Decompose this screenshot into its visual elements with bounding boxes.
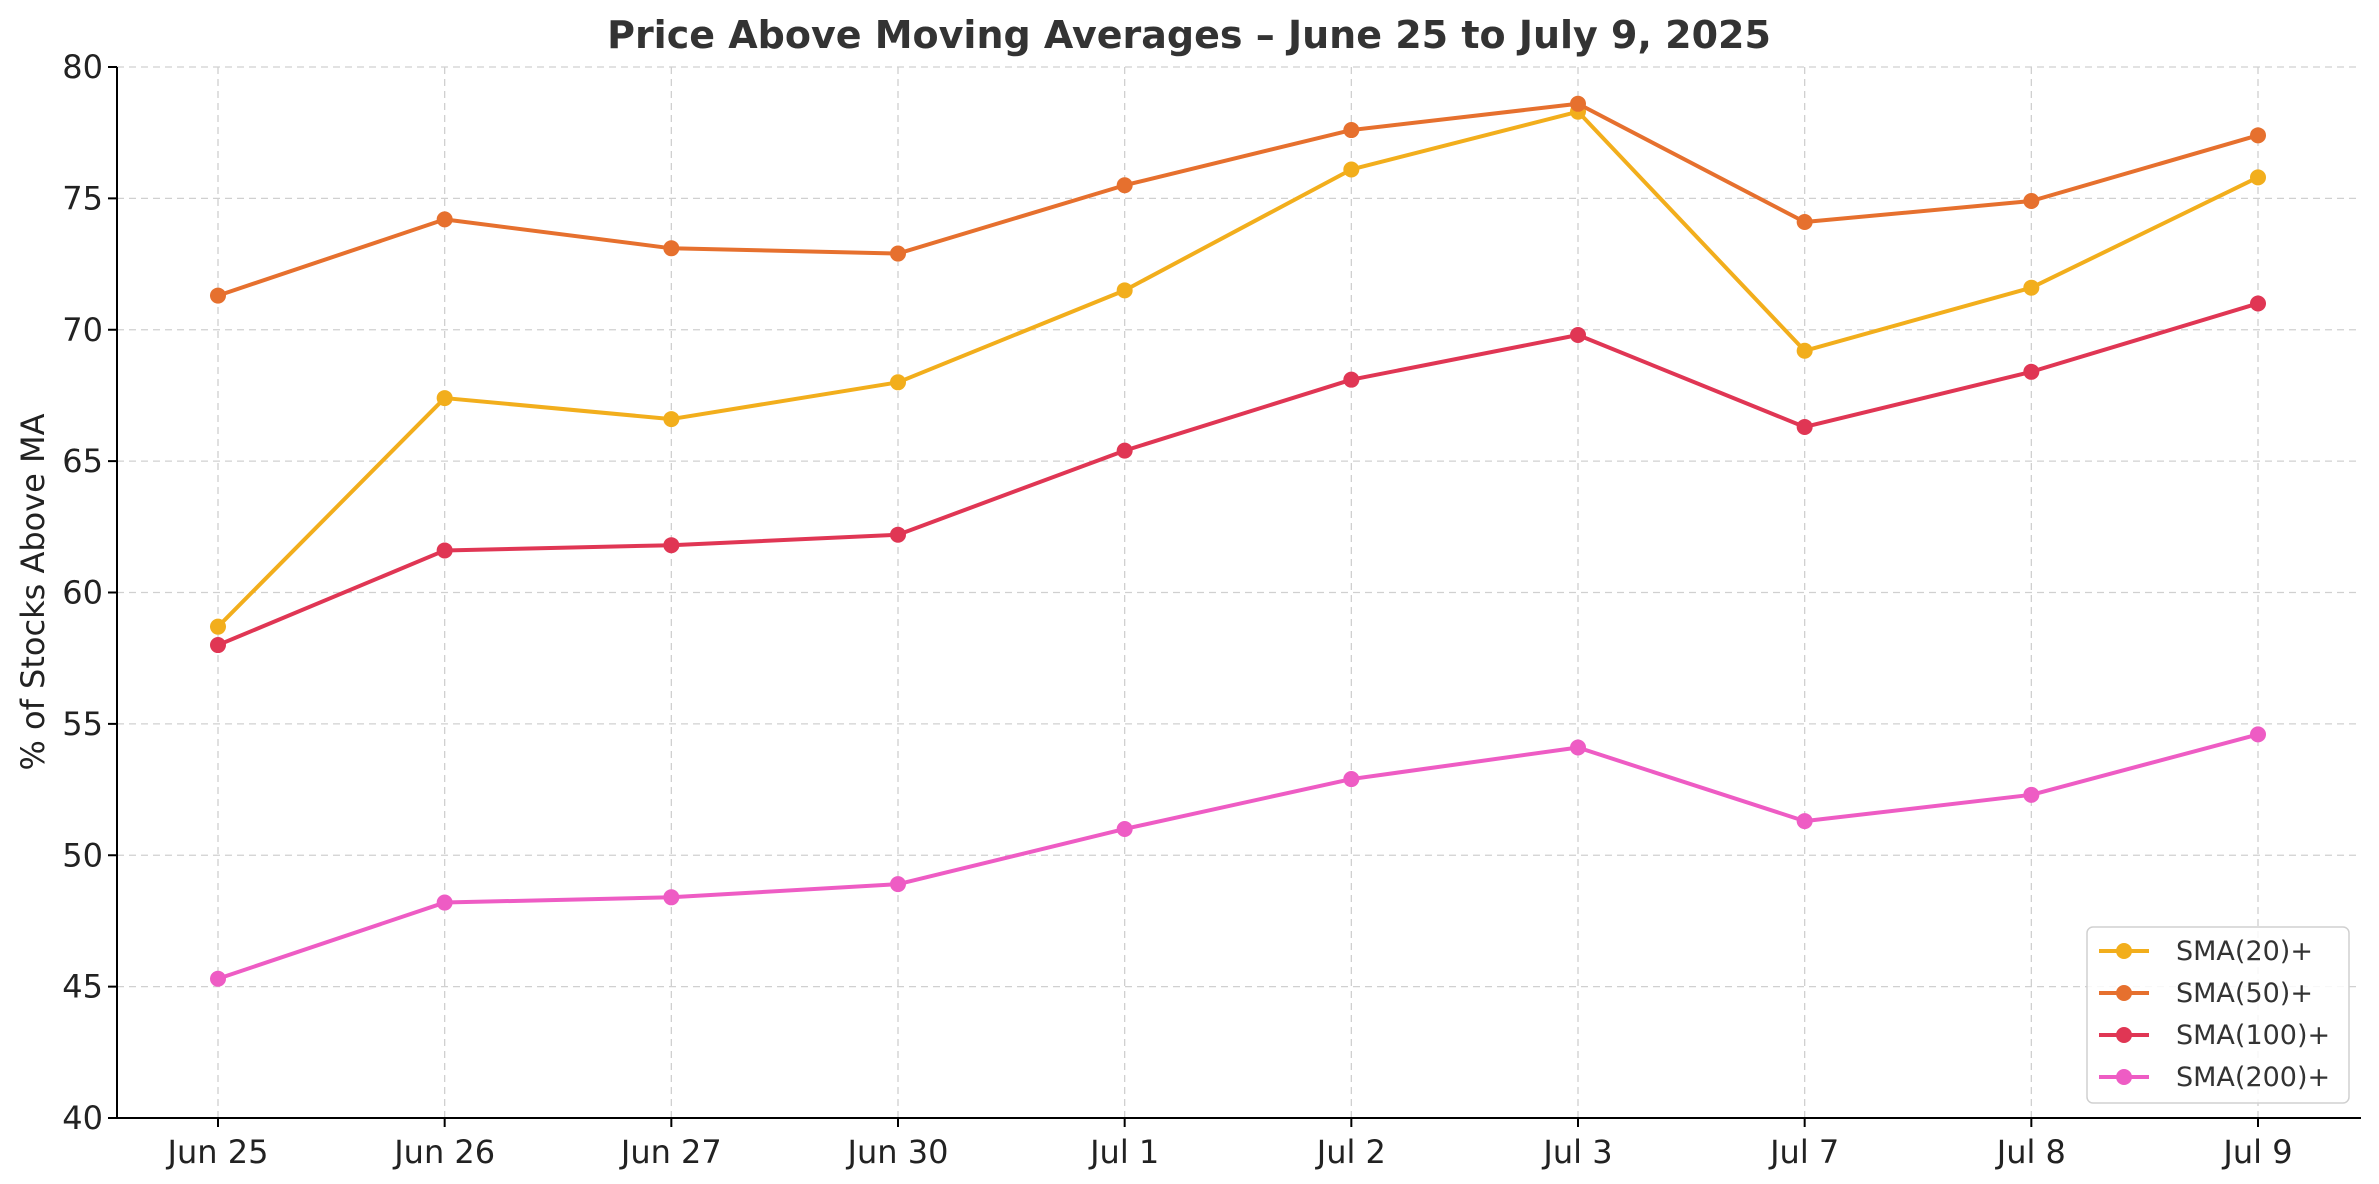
data-point: [2023, 786, 2040, 803]
data-point: [210, 287, 226, 304]
data-point: [436, 894, 453, 911]
data-point: [1796, 418, 1813, 435]
data-point: [1116, 442, 1133, 459]
data-point: [663, 240, 680, 257]
data-point: [2250, 169, 2266, 186]
data-point: [1343, 771, 1360, 788]
legend-label: SMA(20)+: [2176, 936, 2313, 967]
series-line: [216, 109, 2259, 629]
legend-item: SMA(20)+: [2099, 936, 2313, 967]
data-point: [890, 374, 906, 391]
y-tick-label: 65: [62, 442, 103, 480]
data-point: [2023, 193, 2040, 210]
y-axis-label: % of Stocks Above MA: [14, 413, 52, 770]
chart-title: Price Above Moving Averages – June 25 to…: [607, 13, 1771, 57]
y-tick-label: 75: [62, 179, 103, 217]
data-point: [663, 889, 680, 906]
legend-item: SMA(50)+: [2099, 978, 2313, 1009]
data-point: [2250, 295, 2266, 312]
data-point: [890, 245, 906, 262]
x-tick-label: Jun 30: [846, 1133, 949, 1171]
data-point: [890, 526, 906, 543]
legend-label: SMA(100)+: [2176, 1020, 2330, 1051]
data-point: [1343, 161, 1360, 178]
y-tick-label: 40: [62, 1099, 103, 1137]
data-point: [1796, 214, 1813, 231]
legend-item: SMA(200)+: [2099, 1062, 2330, 1093]
legend-swatch-marker: [2116, 943, 2132, 959]
data-point: [1570, 739, 1586, 756]
y-tick-label: 45: [62, 968, 103, 1006]
data-point: [2023, 363, 2040, 380]
y-tick-label: 70: [62, 311, 103, 349]
x-tick-label: Jul 1: [1088, 1133, 1159, 1171]
x-tick-label: Jun 25: [166, 1133, 269, 1171]
legend-swatch-marker: [2116, 1027, 2132, 1043]
legend: SMA(20)+ SMA(50)+ SMA(100)+ SMA(200)+: [2086, 926, 2350, 1104]
data-point: [2250, 127, 2266, 144]
series-1: [210, 103, 2266, 635]
data-point: [210, 970, 226, 987]
legend-item: SMA(100)+: [2099, 1020, 2330, 1051]
x-tick-label: Jul 7: [1768, 1133, 1839, 1171]
data-point: [2023, 279, 2040, 296]
x-tick-label: Jul 8: [1995, 1133, 2066, 1171]
data-point: [890, 876, 906, 893]
y-tick-label: 60: [62, 574, 103, 612]
data-point: [663, 411, 680, 428]
legend-label: SMA(50)+: [2176, 978, 2313, 1009]
data-point: [1570, 95, 1586, 112]
data-point: [1796, 813, 1813, 830]
data-point: [2250, 726, 2266, 743]
series-lines: [210, 95, 2266, 987]
legend-swatch-marker: [2116, 985, 2132, 1001]
grid-lines: [117, 66, 2361, 1119]
series-3: [210, 295, 2266, 654]
legend-swatch-marker: [2116, 1069, 2132, 1085]
tick-labels: 40 45 50 55 60 65 70 75 80 Jun 25 Jun 26 Jun 27 Jun …: [62, 48, 2292, 1171]
y-tick-label: 80: [62, 48, 103, 86]
x-tick-label: Jul 9: [2221, 1133, 2292, 1171]
series-line: [217, 101, 2259, 298]
data-point: [436, 542, 453, 559]
data-point: [1796, 342, 1813, 359]
series-2: [210, 95, 2266, 304]
series-line: [217, 301, 2259, 647]
x-tick-label: Jul 2: [1315, 1133, 1386, 1171]
y-tick-label: 55: [62, 705, 103, 743]
data-point: [210, 637, 226, 654]
data-point: [663, 537, 680, 554]
series-line: [217, 732, 2259, 981]
data-point: [436, 390, 453, 407]
data-point: [1116, 820, 1133, 837]
data-point: [1116, 282, 1133, 299]
data-point: [1343, 122, 1360, 139]
y-tick-label: 50: [62, 836, 103, 874]
x-tick-label: Jun 26: [392, 1133, 495, 1171]
data-point: [1570, 327, 1586, 344]
series-4: [210, 726, 2266, 987]
legend-box: [2086, 926, 2350, 1104]
x-tick-label: Jun 27: [619, 1133, 722, 1171]
x-tick-label: Jul 3: [1541, 1133, 1612, 1171]
data-point: [1343, 371, 1360, 388]
legend-label: SMA(200)+: [2176, 1062, 2330, 1093]
data-point: [436, 211, 453, 228]
data-point: [1116, 177, 1133, 194]
data-point: [210, 618, 226, 635]
